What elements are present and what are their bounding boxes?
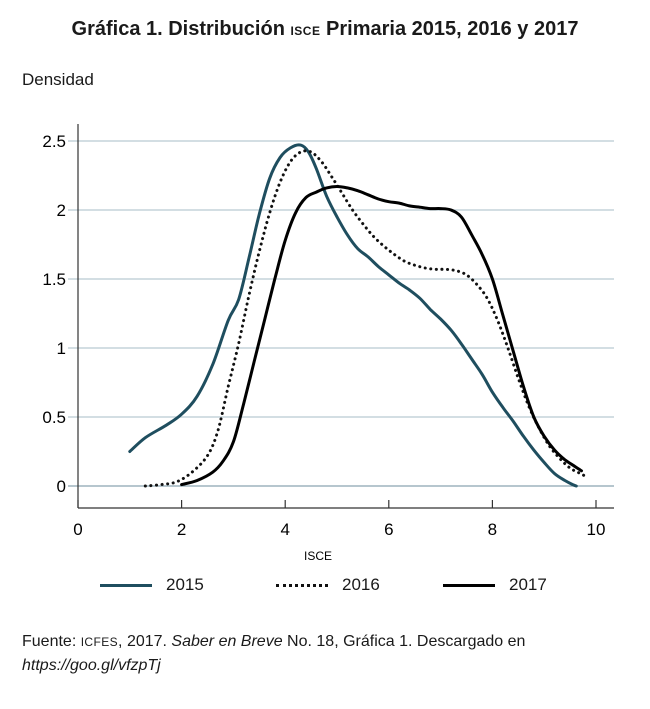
- legend-label-2015: 2015: [166, 575, 204, 595]
- series-line-2017: [182, 187, 582, 485]
- legend-swatch-2017: [443, 584, 495, 587]
- legend-swatch-2015: [100, 584, 152, 587]
- y-tick-label: 1.5: [42, 270, 66, 289]
- source-part-1: Fuente:: [22, 633, 81, 650]
- x-tick-label: 2: [177, 520, 186, 539]
- source-smallcaps: ICFES: [81, 635, 118, 649]
- series-lines: [130, 145, 588, 486]
- x-tick-label: 0: [73, 520, 82, 539]
- x-tick-label: 10: [587, 520, 606, 539]
- legend-item-2016: 2016: [276, 575, 380, 595]
- legend: 2015 2016 2017: [0, 575, 650, 605]
- legend-item-2017: 2017: [443, 575, 547, 595]
- x-tick-label: 4: [280, 520, 289, 539]
- source-italic-1: Saber en Breve: [171, 633, 282, 650]
- y-tick-label: 2.5: [42, 132, 66, 151]
- y-tick-label: 2: [57, 201, 66, 220]
- source-part-2: , 2017.: [118, 633, 171, 650]
- legend-label-2017: 2017: [509, 575, 547, 595]
- x-tick-label: 8: [488, 520, 497, 539]
- source-link: https://goo.gl/vfzpTj: [22, 657, 161, 674]
- legend-item-2015: 2015: [100, 575, 204, 595]
- y-tick-label: 0.5: [42, 408, 66, 427]
- series-line-2015: [130, 145, 577, 486]
- x-axis-label: ISCE: [304, 549, 332, 563]
- y-tick-label: 0: [57, 477, 66, 496]
- x-tick-label: 6: [384, 520, 393, 539]
- legend-swatch-2016: [276, 584, 328, 587]
- source-note: Fuente: ICFES, 2017. Saber en Breve No. …: [22, 630, 632, 677]
- source-part-3: No. 18, Gráfica 1. Descargado en: [283, 633, 526, 650]
- y-tick-label: 1: [57, 339, 66, 358]
- legend-label-2016: 2016: [342, 575, 380, 595]
